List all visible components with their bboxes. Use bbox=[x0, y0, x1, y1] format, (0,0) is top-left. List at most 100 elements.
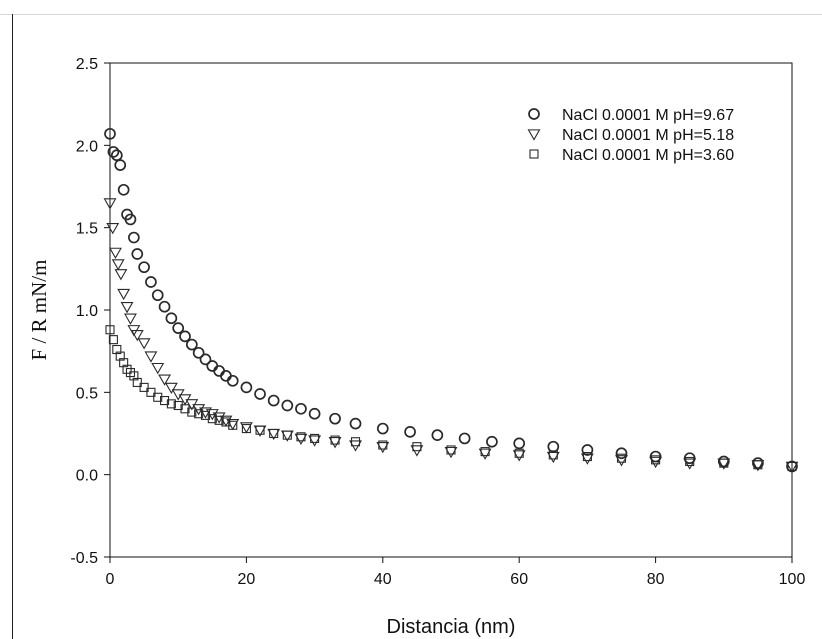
x-tick-label: 0 bbox=[106, 571, 115, 588]
left-divider-line bbox=[12, 14, 13, 639]
data-point-square bbox=[582, 452, 592, 462]
data-point-triangle-down bbox=[137, 338, 151, 350]
data-point-triangle-down bbox=[111, 259, 125, 271]
legend: NaCl 0.0001 M pH=9.67 NaCl 0.0001 M pH=5.… bbox=[527, 107, 734, 164]
data-point-square bbox=[166, 399, 176, 409]
x-tick-label: 40 bbox=[374, 571, 392, 588]
data-point-circle bbox=[615, 447, 628, 460]
data-point-square bbox=[446, 445, 456, 455]
data-point-circle bbox=[172, 322, 185, 334]
data-point-circle bbox=[458, 432, 471, 445]
data-point-square bbox=[282, 430, 292, 440]
data-point-circle bbox=[329, 412, 341, 425]
data-point-square bbox=[160, 396, 170, 406]
data-point-triangle-down bbox=[239, 422, 253, 434]
data-point-square bbox=[119, 358, 129, 368]
data-point-triangle-down bbox=[376, 441, 390, 454]
data-point-circle bbox=[131, 248, 144, 260]
data-point-square bbox=[115, 351, 125, 361]
axis-ticks: 0 20 40 60 80 100 -0.5 0.0 0.5 1.0 1.5 2.0 2.5 bbox=[70, 56, 805, 588]
data-point-square bbox=[269, 428, 279, 439]
data-point-circle bbox=[151, 289, 164, 302]
data-point-square bbox=[108, 335, 118, 345]
data-point-circle bbox=[752, 457, 764, 469]
data-point-triangle-down bbox=[120, 302, 134, 314]
y-tick-label: 2.0 bbox=[76, 138, 98, 155]
data-point-triangle-down bbox=[103, 198, 117, 210]
data-point-triangle-down bbox=[158, 374, 172, 386]
data-point-circle bbox=[179, 330, 191, 343]
data-point-circle bbox=[107, 146, 120, 158]
data-point-square bbox=[412, 442, 422, 452]
data-point-triangle-down bbox=[478, 448, 492, 460]
data-point-circle bbox=[220, 370, 232, 382]
top-divider-line bbox=[0, 14, 822, 15]
data-point-square bbox=[146, 387, 156, 397]
data-point-square bbox=[296, 432, 306, 442]
data-point-circle bbox=[349, 417, 362, 430]
data-point-square bbox=[194, 409, 204, 419]
data-point-square bbox=[105, 325, 115, 335]
data-point-circle bbox=[185, 338, 198, 351]
data-point-square bbox=[378, 440, 388, 450]
data-point-triangle-down bbox=[294, 433, 308, 446]
data-point-square bbox=[241, 424, 251, 434]
data-point-square bbox=[173, 400, 183, 411]
data-point-square bbox=[125, 368, 136, 378]
y-tick-label: 1.0 bbox=[76, 303, 98, 320]
data-point-circle bbox=[206, 360, 219, 372]
data-point-triangle-down bbox=[308, 435, 322, 447]
data-point-triangle-down bbox=[512, 450, 526, 462]
y-tick-label: 1.5 bbox=[76, 221, 98, 238]
data-point-circle bbox=[110, 149, 123, 162]
data-point-circle bbox=[376, 422, 389, 435]
data-point-square bbox=[719, 458, 729, 468]
data-point-triangle-down bbox=[124, 313, 137, 325]
legend-symbol-triangle-down bbox=[527, 129, 541, 141]
data-point-circle bbox=[199, 353, 212, 366]
y-axis-title: F / R mN/m bbox=[27, 260, 51, 361]
data-point-circle bbox=[254, 388, 266, 400]
data-point-circle bbox=[513, 437, 526, 450]
legend-symbol-square bbox=[529, 149, 539, 159]
data-point-circle bbox=[717, 455, 730, 468]
data-point-square bbox=[139, 382, 149, 392]
series-circle bbox=[104, 127, 798, 473]
data-point-triangle-down bbox=[649, 456, 663, 469]
x-axis-title: Distancia (nm) bbox=[387, 616, 516, 638]
data-point-square bbox=[548, 450, 558, 460]
data-point-circle bbox=[104, 127, 116, 140]
data-point-circle bbox=[486, 435, 498, 448]
data-point-circle bbox=[404, 426, 416, 438]
legend-label: NaCl 0.0001 M pH=9.67 bbox=[562, 107, 734, 124]
data-point-circle bbox=[124, 213, 137, 226]
data-point-circle bbox=[431, 429, 444, 441]
x-tick-label: 60 bbox=[510, 571, 528, 588]
legend-label: NaCl 0.0001 M pH=3.60 bbox=[562, 147, 734, 164]
data-point-circle bbox=[683, 452, 696, 465]
data-point-triangle-down bbox=[328, 437, 342, 449]
data-point-triangle-down bbox=[615, 455, 628, 467]
data-point-triangle-down bbox=[109, 247, 122, 259]
data-point-square bbox=[153, 392, 163, 402]
data-point-triangle-down bbox=[444, 446, 458, 459]
data-point-circle bbox=[117, 183, 130, 196]
data-point-circle bbox=[281, 399, 294, 412]
data-point-square bbox=[330, 435, 340, 445]
data-point-triangle-down bbox=[130, 330, 144, 342]
data-point-triangle-down bbox=[151, 362, 165, 375]
data-point-circle bbox=[128, 231, 140, 244]
legend-label: NaCl 0.0001 M pH=5.18 bbox=[562, 127, 734, 144]
data-point-circle bbox=[158, 300, 171, 313]
data-point-circle bbox=[226, 374, 239, 387]
data-point-circle bbox=[240, 381, 253, 394]
y-tick-label: 0.0 bbox=[76, 468, 98, 485]
data-point-square bbox=[787, 461, 797, 471]
data-point-square bbox=[129, 371, 139, 381]
series-square bbox=[105, 325, 797, 471]
data-point-circle bbox=[308, 407, 321, 420]
data-point-circle bbox=[165, 312, 178, 325]
data-point-triangle-down bbox=[164, 382, 178, 395]
data-point-circle bbox=[213, 365, 225, 377]
